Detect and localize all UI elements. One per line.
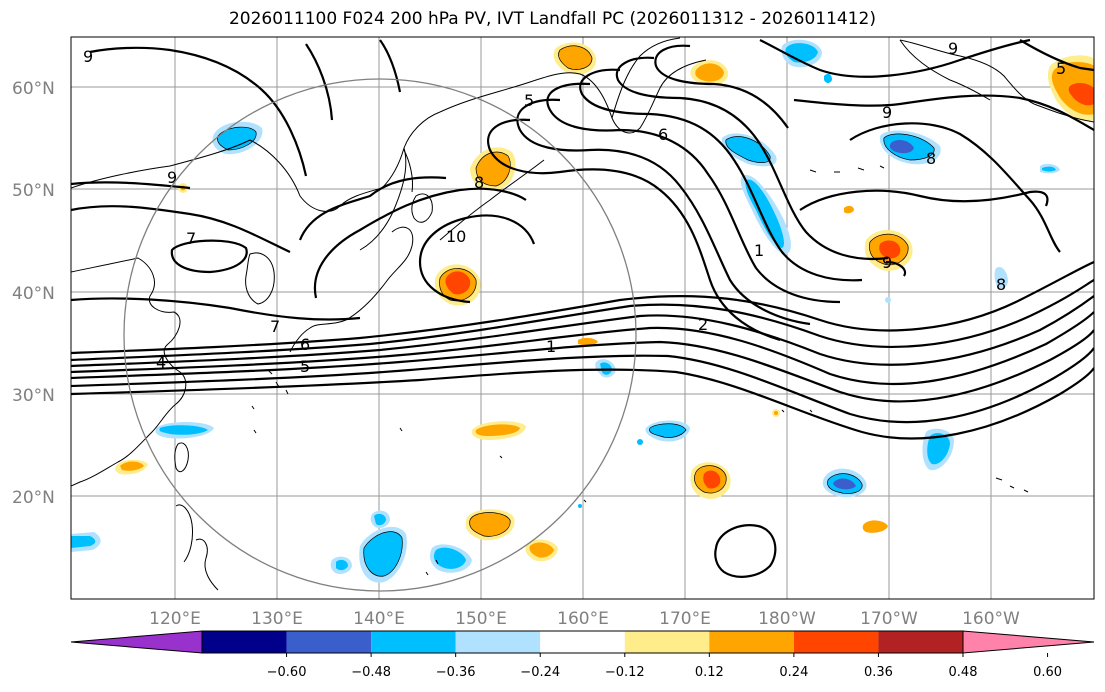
contour-label: 6 xyxy=(300,335,310,354)
contour-label: 9 xyxy=(882,103,892,122)
pv-contours xyxy=(71,38,1094,578)
contour-label: 8 xyxy=(926,149,936,168)
colorbar-segment xyxy=(709,631,794,653)
lat-tick-label: 20°N xyxy=(12,488,55,508)
contour-label: 10 xyxy=(446,227,466,246)
colorbar-tick-label: −0.24 xyxy=(520,665,560,680)
colorbar: −0.60 −0.48 −0.36 −0.24 −0.12 0.12 0.24 0.36 0.4… xyxy=(70,630,1095,680)
landfall-radius-circle xyxy=(123,78,637,592)
lat-tick-label: 30°N xyxy=(12,386,55,406)
contour-label: 9 xyxy=(948,39,958,58)
colorbar-tick-label: −0.48 xyxy=(351,665,391,680)
contour-labels: 9 9 7 4 7 6 5 8 10 5 6 1 2 1 9 8 9 8 5 9 xyxy=(83,39,1066,376)
colorbar-extend-high xyxy=(962,630,1095,654)
contour-label: 7 xyxy=(270,317,280,336)
coastlines xyxy=(71,37,1094,591)
contour-label: 9 xyxy=(167,168,177,187)
lat-tick-label: 60°N xyxy=(12,79,55,99)
latitude-ticks: 60°N 50°N 40°N 30°N 20°N xyxy=(12,79,55,508)
colorbar-tick-label: 0.48 xyxy=(949,665,978,680)
contour-label: 5 xyxy=(300,357,310,376)
contour-label: 8 xyxy=(996,275,1006,294)
ivt-positive-region xyxy=(115,42,1094,562)
lon-tick-label: 170°E xyxy=(659,609,711,629)
contour-label: 2 xyxy=(698,315,708,334)
colorbar-segment xyxy=(455,631,541,653)
lon-tick-label: 160°E xyxy=(557,609,609,629)
colorbar-segment xyxy=(202,631,287,653)
shading-outlines xyxy=(217,45,935,577)
contour-label: 6 xyxy=(658,125,668,144)
lat-tick-label: 40°N xyxy=(12,284,55,304)
colorbar-tick-label: 0.60 xyxy=(1033,665,1062,680)
colorbar-tick-label: 0.12 xyxy=(695,665,724,680)
ivt-negative-region xyxy=(71,39,1060,583)
colorbar-tick-label: 0.24 xyxy=(779,665,808,680)
lon-tick-label: 130°E xyxy=(251,609,303,629)
lat-tick-label: 50°N xyxy=(12,181,55,201)
contour-label: 1 xyxy=(546,337,556,356)
colorbar-segment xyxy=(793,631,879,653)
colorbar-tick-label: −0.60 xyxy=(267,665,307,680)
lon-tick-label: 150°E xyxy=(455,609,507,629)
chart-title: 2026011100 F024 200 hPa PV, IVT Landfall… xyxy=(228,9,876,29)
contour-label: 1 xyxy=(754,241,764,260)
colorbar-extend-low xyxy=(70,630,203,654)
contour-label: 8 xyxy=(474,173,484,192)
lon-tick-label: 180°W xyxy=(758,609,816,629)
lon-tick-label: 160°W xyxy=(962,609,1020,629)
colorbar-outline xyxy=(201,630,964,654)
colorbar-segment xyxy=(540,631,625,653)
colorbar-tick-label: −0.12 xyxy=(605,665,645,680)
contour-label: 5 xyxy=(1056,59,1066,78)
contour-label: 5 xyxy=(524,91,534,110)
ivt-shading xyxy=(71,39,1094,583)
colorbar-segment xyxy=(624,631,710,653)
contour-label: 9 xyxy=(882,253,892,272)
lon-tick-label: 120°E xyxy=(149,609,201,629)
longitude-ticks: 120°E 130°E 140°E 150°E 160°E 170°E 180°… xyxy=(149,609,1020,629)
lon-tick-label: 170°W xyxy=(860,609,918,629)
contour-label: 7 xyxy=(186,229,196,248)
colorbar-segment xyxy=(286,631,372,653)
lon-tick-label: 140°E xyxy=(353,609,405,629)
contour-label: 9 xyxy=(83,47,93,66)
colorbar-tick-label: 0.36 xyxy=(864,665,893,680)
colorbar-segment xyxy=(878,631,963,653)
contour-label: 4 xyxy=(156,353,166,372)
map-frame xyxy=(70,36,1095,600)
colorbar-segment xyxy=(371,631,456,653)
colorbar-tick-label: −0.36 xyxy=(436,665,476,680)
